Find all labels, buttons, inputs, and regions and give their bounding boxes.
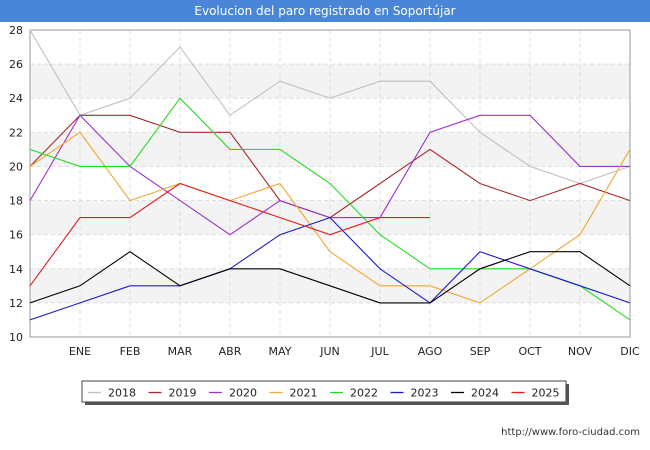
series-line-2025: [29, 182, 430, 287]
y-axis-ticks: 10 12 14 16 18 20 22 24 26 28: [9, 24, 23, 344]
legend-label: 2022: [350, 387, 378, 400]
y-tick-label: 24: [9, 92, 23, 105]
series-layer: [29, 29, 631, 321]
y-tick-label: 12: [9, 297, 23, 310]
x-axis-ticks: ENE FEB MAR ABR MAY JUN JUL AGO SEP OCT NOV DIC: [69, 345, 640, 358]
y-tick-label: 10: [9, 331, 23, 344]
y-tick-label: 22: [9, 126, 23, 139]
x-tick-label: OCT: [518, 345, 541, 358]
series-line-2018: [29, 29, 631, 185]
legend-label: 2024: [471, 387, 499, 400]
series-line-2024: [29, 251, 631, 304]
x-tick-label: FEB: [120, 345, 141, 358]
x-tick-label: ENE: [69, 345, 91, 358]
x-tick-label: DIC: [620, 345, 640, 358]
x-tick-label: SEP: [470, 345, 491, 358]
legend-label: 2021: [290, 387, 318, 400]
legend-label: 2023: [411, 387, 439, 400]
chart-title: Evolucion del paro registrado en Soportú…: [0, 0, 650, 22]
source-url: http://www.foro-ciudad.com: [501, 427, 640, 438]
legend-box: [81, 380, 567, 403]
x-tick-label: JUN: [319, 345, 340, 358]
y-tick-label: 14: [9, 263, 23, 276]
x-tick-label: NOV: [568, 345, 593, 358]
x-tick-label: ABR: [219, 345, 242, 358]
y-tick-label: 20: [9, 160, 23, 173]
legend-label: 2025: [532, 387, 560, 400]
legend: 2018 2019 2020 2021 2022 2023 2024 2025: [81, 380, 569, 405]
y-tick-label: 28: [9, 24, 23, 37]
legend-label: 2019: [169, 387, 197, 400]
x-tick-label: MAR: [168, 345, 193, 358]
y-tick-label: 26: [9, 58, 23, 71]
series-line-2023: [29, 216, 631, 321]
y-tick-label: 16: [9, 229, 23, 242]
plot-frame: [29, 29, 631, 338]
y-tick-label: 18: [9, 195, 23, 208]
x-tick-label: JUL: [370, 345, 389, 358]
legend-label: 2018: [108, 387, 136, 400]
legend-label: 2020: [229, 387, 257, 400]
x-tick-label: MAY: [269, 345, 292, 358]
x-tick-label: AGO: [418, 345, 443, 358]
